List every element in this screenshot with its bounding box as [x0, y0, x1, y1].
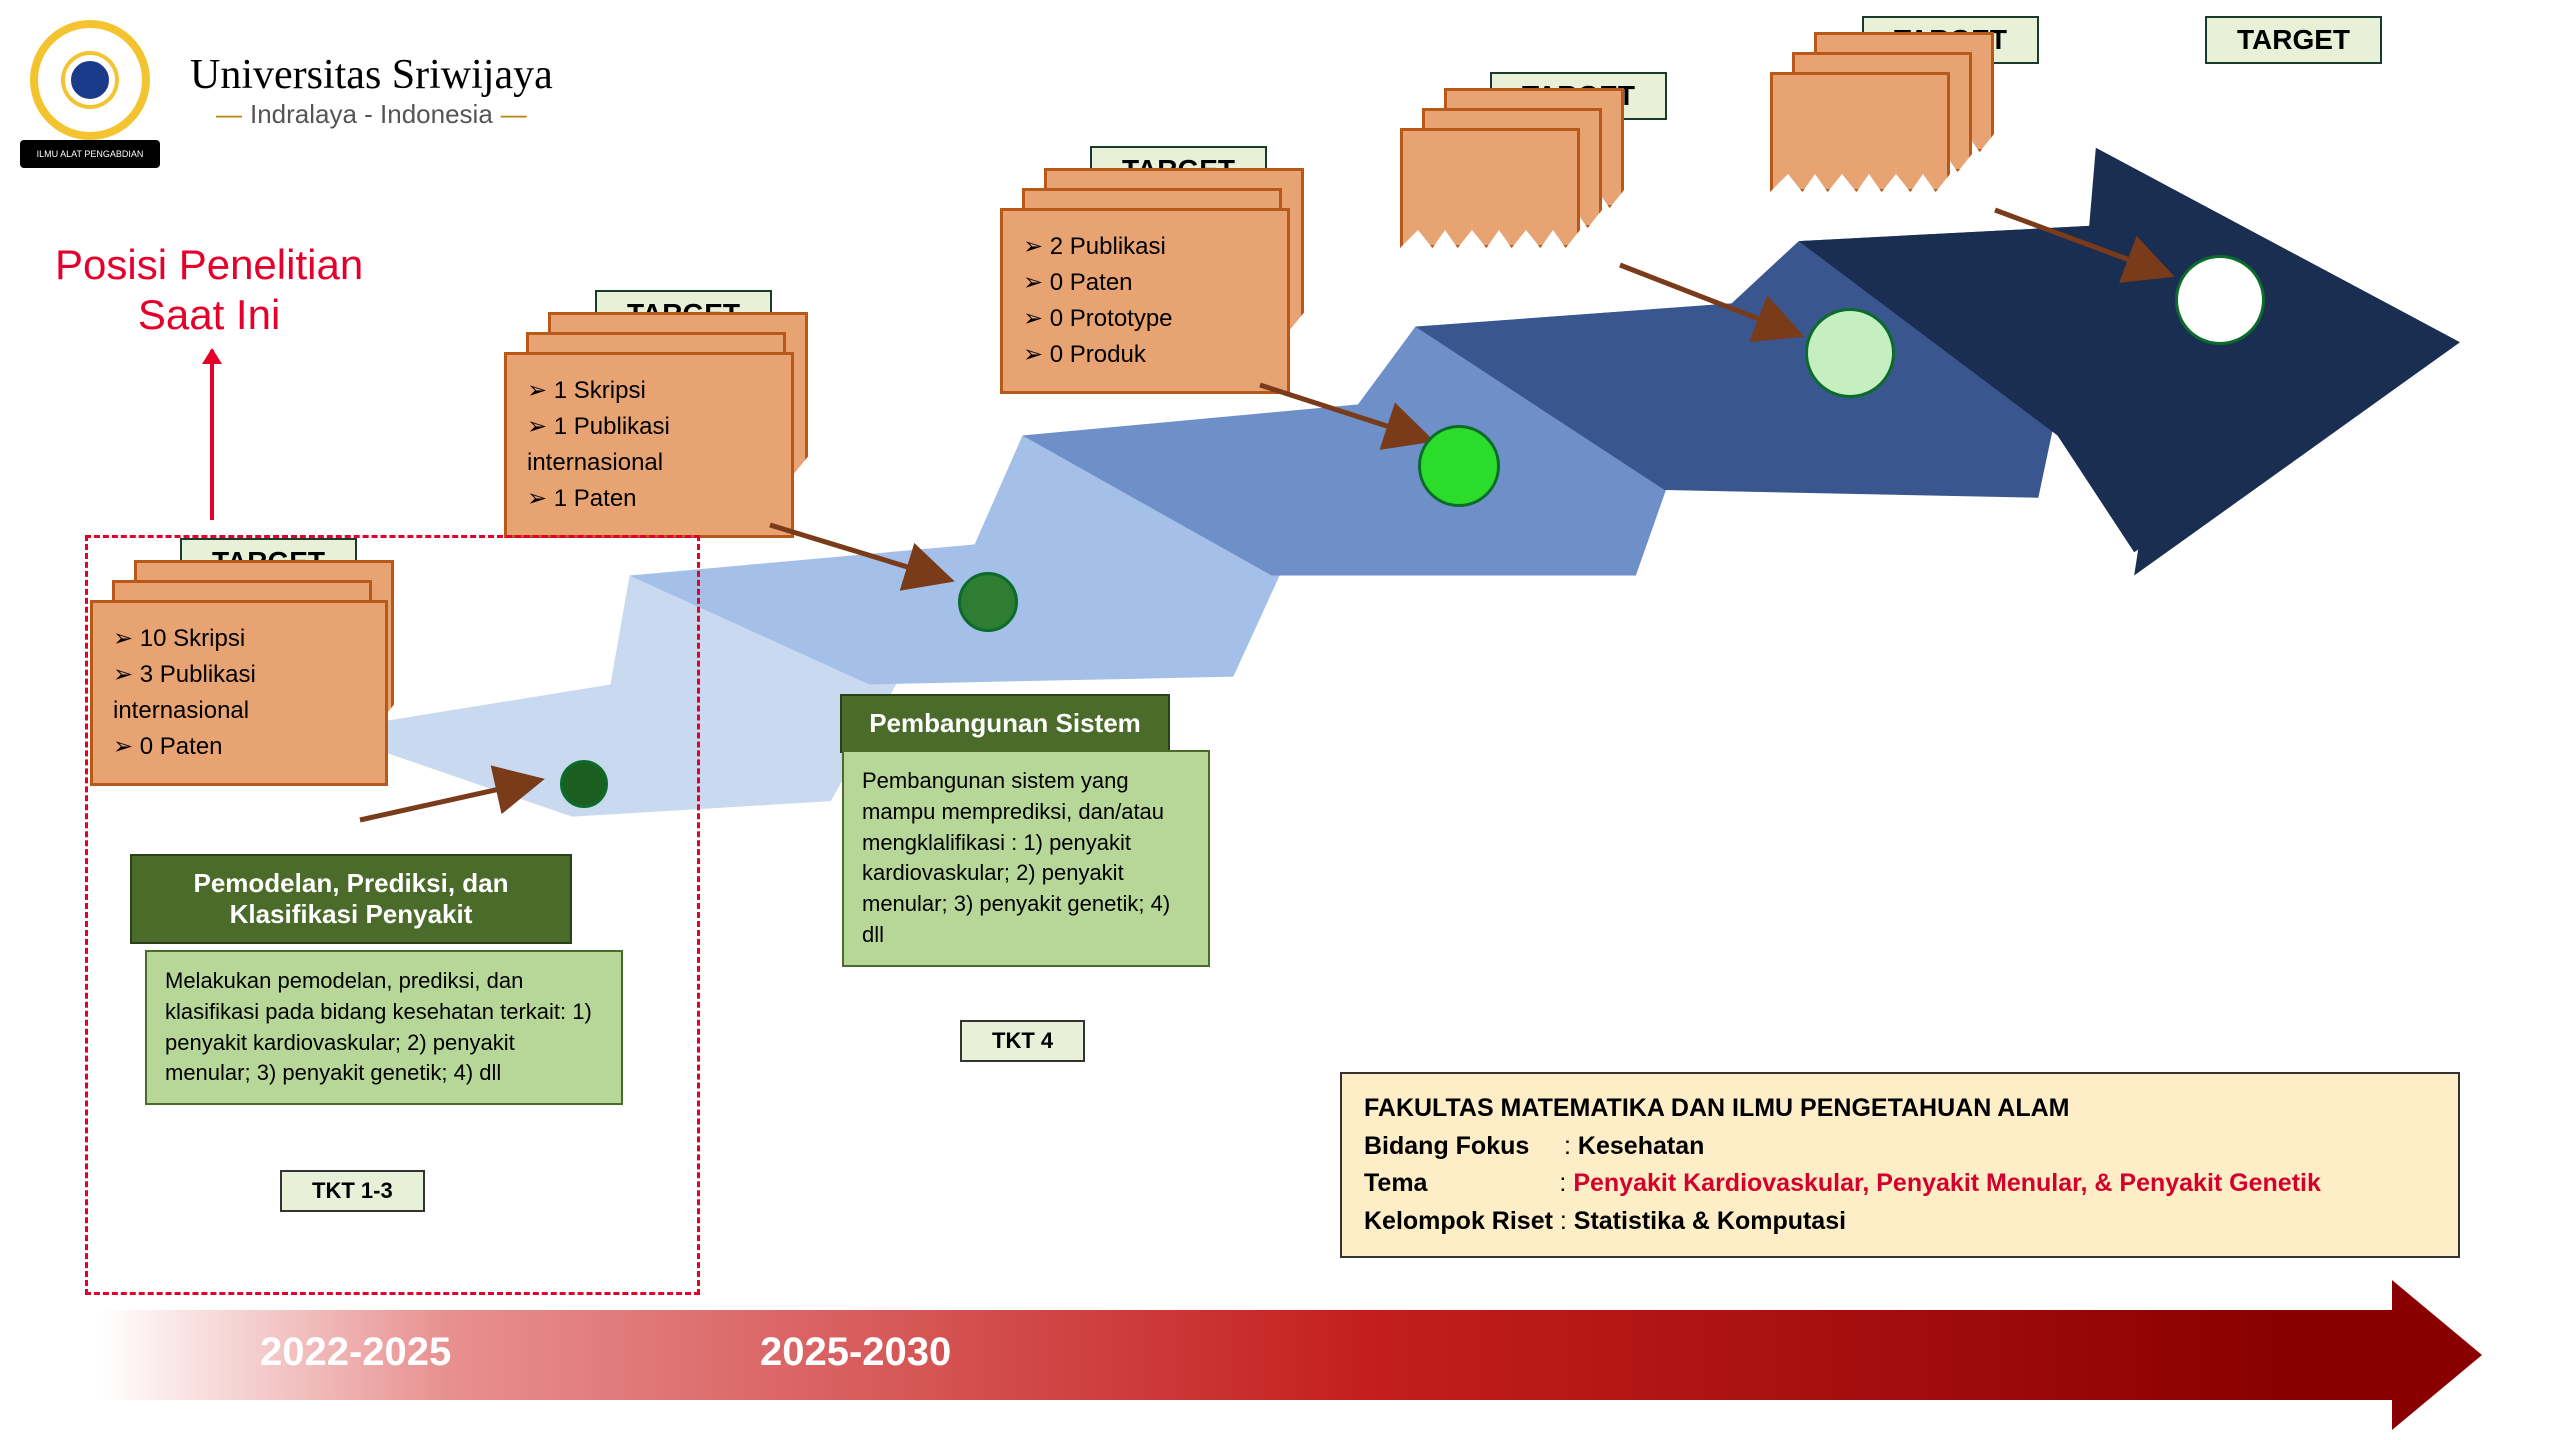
milestone-circle-4: [2175, 255, 2265, 345]
milestone-circle-2: [1418, 425, 1500, 507]
university-logo-block: ILMU ALAT PENGABDIAN Universitas Sriwija…: [30, 20, 553, 160]
current-phase-dashed-box: [85, 535, 700, 1295]
target-label-5: TARGET: [2205, 16, 2382, 64]
uni-text: Universitas Sriwijaya Indralaya - Indone…: [190, 51, 553, 130]
phase-title-1: Pembangunan Sistem: [840, 694, 1170, 753]
uni-logo: ILMU ALAT PENGABDIAN: [30, 20, 170, 160]
timeline-arrow: 2022-2025 2025-2030: [100, 1310, 2480, 1400]
faculty-info-box: FAKULTAS MATEMATIKA DAN ILMU PENGETAHUAN…: [1340, 1072, 2460, 1258]
milestone-circle-3: [1805, 308, 1895, 398]
phase-desc-1: Pembangunan sistem yang mampu memprediks…: [842, 750, 1210, 967]
tkt-badge-1: TKT 4: [960, 1020, 1085, 1062]
milestone-circle-1: [958, 572, 1018, 632]
